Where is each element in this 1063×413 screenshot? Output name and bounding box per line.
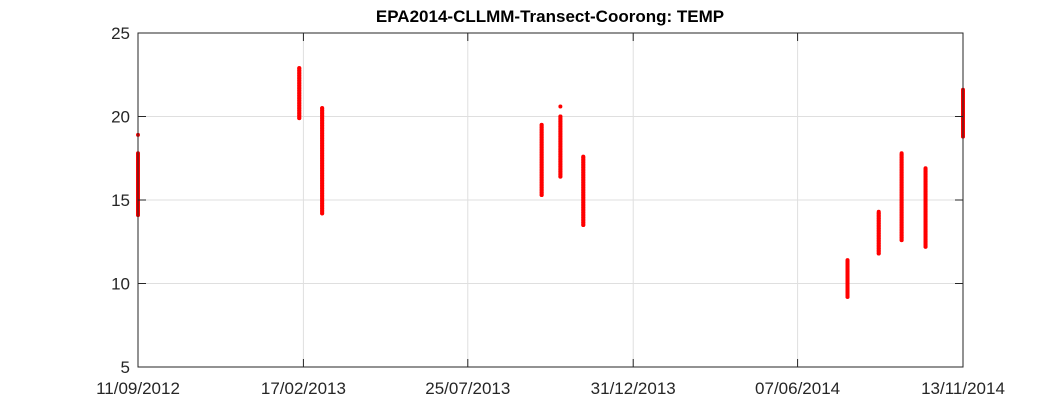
data-point <box>539 122 544 127</box>
data-point-group <box>558 104 563 179</box>
data-point <box>899 152 904 157</box>
x-tick-label: 11/09/2012 <box>96 379 180 398</box>
y-tick-label: 5 <box>121 358 130 377</box>
data-point-group <box>899 151 904 243</box>
data-point <box>558 114 563 119</box>
data-point-group <box>923 166 928 249</box>
grid-lines <box>138 33 963 367</box>
x-tick-label: 13/11/2014 <box>921 379 1005 398</box>
y-tick-label: 10 <box>111 275 130 294</box>
data-point <box>876 211 881 216</box>
data-point <box>923 167 928 172</box>
data-points <box>136 66 965 299</box>
data-point-group <box>320 106 325 216</box>
data-point-group <box>845 258 850 299</box>
y-tick-label: 25 <box>111 24 130 43</box>
chart-title: EPA2014-CLLMM-Transect-Coorong: TEMP <box>376 7 724 26</box>
data-point <box>581 155 586 160</box>
data-point-group <box>297 66 302 121</box>
data-point <box>320 106 325 111</box>
x-tick-label: 31/12/2013 <box>591 379 676 398</box>
data-point-group <box>539 122 544 197</box>
x-tick-label: 07/06/2014 <box>755 379 840 398</box>
data-point-group <box>876 209 881 256</box>
x-tick-label: 25/07/2013 <box>425 379 510 398</box>
y-tick-label: 20 <box>111 108 130 127</box>
data-point <box>297 66 302 71</box>
axis-ticks: 5 10 15 20 25 11/09/2012 17/02/2013 25/07/2013 3… <box>96 24 1005 398</box>
y-tick-label: 15 <box>111 191 130 210</box>
data-point <box>845 259 850 264</box>
data-point-group <box>581 154 586 228</box>
data-point-outlier <box>558 104 563 109</box>
x-tick-label: 17/02/2013 <box>261 379 346 398</box>
